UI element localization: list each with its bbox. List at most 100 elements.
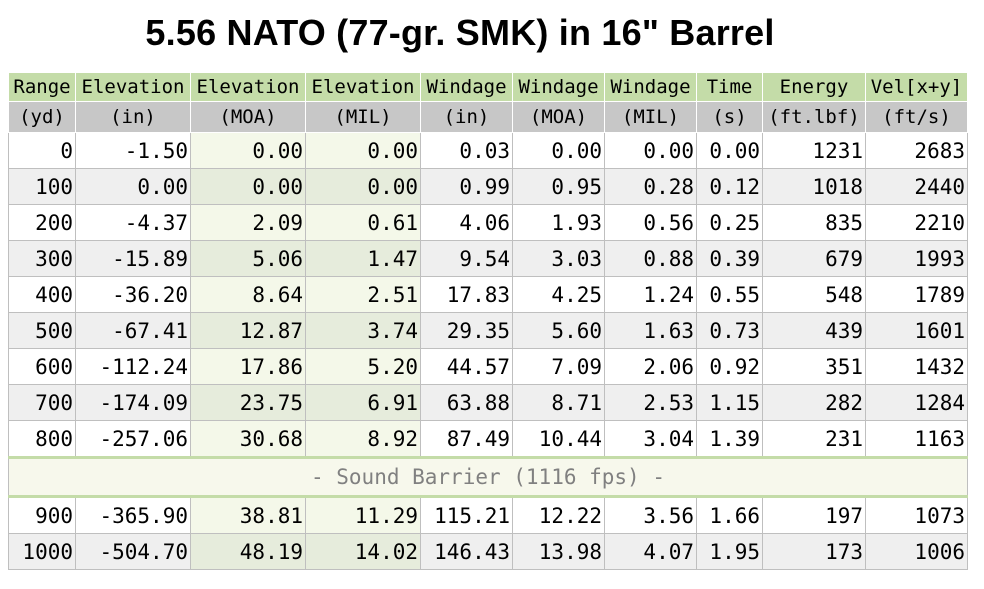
table-cell: 1.39 bbox=[696, 420, 763, 458]
table-cell: 0.28 bbox=[604, 168, 697, 205]
table-cell: 900 bbox=[8, 496, 76, 534]
table-cell: 1.15 bbox=[696, 384, 763, 421]
table-cell: Energy bbox=[762, 72, 866, 102]
table-cell: 0.00 bbox=[305, 132, 421, 169]
table-row: 100 0.00 0.00 0.00 0.99 0.95 0.28 0.12 1018 2440 bbox=[8, 168, 968, 205]
table-cell: 3.56 bbox=[604, 496, 697, 534]
table-cell: 8.71 bbox=[512, 384, 605, 421]
table-cell: 14.02 bbox=[305, 533, 421, 570]
table-cell: 0.00 bbox=[305, 168, 421, 205]
table-cell: 5.06 bbox=[190, 240, 306, 277]
table-cell: (MOA) bbox=[512, 101, 605, 133]
table-cell: 1.93 bbox=[512, 204, 605, 241]
table-cell: 1073 bbox=[865, 496, 968, 534]
table-cell: 1231 bbox=[762, 132, 866, 169]
table-row: 400 -36.20 8.64 2.51 17.83 4.25 1.24 0.55 548 178… bbox=[8, 276, 968, 313]
table-cell: 2440 bbox=[865, 168, 968, 205]
table-cell: 5.60 bbox=[512, 312, 605, 349]
table-row: 200 -4.37 2.09 0.61 4.06 1.93 0.56 0.25 835 2210 bbox=[8, 204, 968, 241]
table-cell: 8.92 bbox=[305, 420, 421, 458]
table-cell: 0.73 bbox=[696, 312, 763, 349]
table-cell: 1006 bbox=[865, 533, 968, 570]
table-cell: 30.68 bbox=[190, 420, 306, 458]
table-cell: 48.19 bbox=[190, 533, 306, 570]
table-cell: 0.00 bbox=[190, 168, 306, 205]
table-cell: 679 bbox=[762, 240, 866, 277]
table-cell: 0.92 bbox=[696, 348, 763, 385]
table-cell: 2210 bbox=[865, 204, 968, 241]
table-cell: 439 bbox=[762, 312, 866, 349]
table-cell: 835 bbox=[762, 204, 866, 241]
table-cell: 300 bbox=[8, 240, 76, 277]
table-cell: 800 bbox=[8, 420, 76, 458]
sound-barrier-row: - Sound Barrier (1116 fps) - bbox=[8, 456, 968, 498]
table-cell: 0.88 bbox=[604, 240, 697, 277]
table-cell: 500 bbox=[8, 312, 76, 349]
table-cell: Vel[x+y] bbox=[865, 72, 968, 102]
table-cell: 231 bbox=[762, 420, 866, 458]
table-cell: 1.63 bbox=[604, 312, 697, 349]
table-cell: -112.24 bbox=[75, 348, 191, 385]
table-cell: 2683 bbox=[865, 132, 968, 169]
table-cell: 8.64 bbox=[190, 276, 306, 313]
table-cell: 0.25 bbox=[696, 204, 763, 241]
table-cell: 2.53 bbox=[604, 384, 697, 421]
table-cell: Time bbox=[696, 72, 763, 102]
table-cell: 3.03 bbox=[512, 240, 605, 277]
table-cell: Windage bbox=[420, 72, 513, 102]
table-cell: -36.20 bbox=[75, 276, 191, 313]
table-cell: 1601 bbox=[865, 312, 968, 349]
table-cell: 351 bbox=[762, 348, 866, 385]
table-cell: 0.39 bbox=[696, 240, 763, 277]
table-cell: 29.35 bbox=[420, 312, 513, 349]
table-cell: 1432 bbox=[865, 348, 968, 385]
table-cell: 1.95 bbox=[696, 533, 763, 570]
sound-barrier-label: - Sound Barrier (1116 fps) - bbox=[8, 456, 968, 498]
table-cell: 2.06 bbox=[604, 348, 697, 385]
table-cell: (MOA) bbox=[190, 101, 306, 133]
table-cell: 10.44 bbox=[512, 420, 605, 458]
table-cell: 4.07 bbox=[604, 533, 697, 570]
table-cell: (in) bbox=[75, 101, 191, 133]
table-cell: 1.47 bbox=[305, 240, 421, 277]
table-cell: Elevation bbox=[190, 72, 306, 102]
table-cell: 173 bbox=[762, 533, 866, 570]
table-cell: 7.09 bbox=[512, 348, 605, 385]
ballistics-table: Range Elevation Elevation Elevation Windage W… bbox=[8, 72, 968, 570]
table-row: 500 -67.41 12.87 3.74 29.35 5.60 1.63 0.73 439 16… bbox=[8, 312, 968, 349]
table-cell: (s) bbox=[696, 101, 763, 133]
header-row: Range Elevation Elevation Elevation Windage W… bbox=[8, 72, 968, 102]
table-cell: 400 bbox=[8, 276, 76, 313]
table-cell: (MIL) bbox=[604, 101, 697, 133]
table-cell: 0.00 bbox=[696, 132, 763, 169]
table-row: 0 -1.50 0.00 0.00 0.03 0.00 0.00 0.00 1231 2683 bbox=[8, 132, 968, 169]
table-cell: 12.87 bbox=[190, 312, 306, 349]
table-cell: (ft.lbf) bbox=[762, 101, 866, 133]
table-cell: 23.75 bbox=[190, 384, 306, 421]
table-cell: 0.99 bbox=[420, 168, 513, 205]
table-cell: (ft/s) bbox=[865, 101, 968, 133]
table-cell: Windage bbox=[512, 72, 605, 102]
table-cell: 0.00 bbox=[512, 132, 605, 169]
table-cell: 1284 bbox=[865, 384, 968, 421]
table-cell: 0.61 bbox=[305, 204, 421, 241]
units-row: (yd) (in) (MOA) (MIL) (in) (MOA) (MIL) (s) (ft.l… bbox=[8, 101, 968, 133]
table-cell: 0.95 bbox=[512, 168, 605, 205]
table-row: 900 -365.90 38.81 11.29 115.21 12.22 3.56 1.66 1… bbox=[8, 496, 968, 534]
table-cell: 600 bbox=[8, 348, 76, 385]
table-row: 600 -112.24 17.86 5.20 44.57 7.09 2.06 0.92 351 1… bbox=[8, 348, 968, 385]
table-cell: -365.90 bbox=[75, 496, 191, 534]
page-title: 5.56 NATO (77-gr. SMK) in 16" Barrel bbox=[145, 12, 775, 53]
table-cell: 200 bbox=[8, 204, 76, 241]
table-cell: 38.81 bbox=[190, 496, 306, 534]
table-cell: 12.22 bbox=[512, 496, 605, 534]
table-cell: 1163 bbox=[865, 420, 968, 458]
table-cell: 13.98 bbox=[512, 533, 605, 570]
table-row: 700 -174.09 23.75 6.91 63.88 8.71 2.53 1.15 282 1… bbox=[8, 384, 968, 421]
table-row: 300 -15.89 5.06 1.47 9.54 3.03 0.88 0.39 679 1993 bbox=[8, 240, 968, 277]
table-cell: 700 bbox=[8, 384, 76, 421]
table-cell: 4.25 bbox=[512, 276, 605, 313]
table-cell: 1.24 bbox=[604, 276, 697, 313]
table-cell: 3.04 bbox=[604, 420, 697, 458]
table-cell: Elevation bbox=[305, 72, 421, 102]
